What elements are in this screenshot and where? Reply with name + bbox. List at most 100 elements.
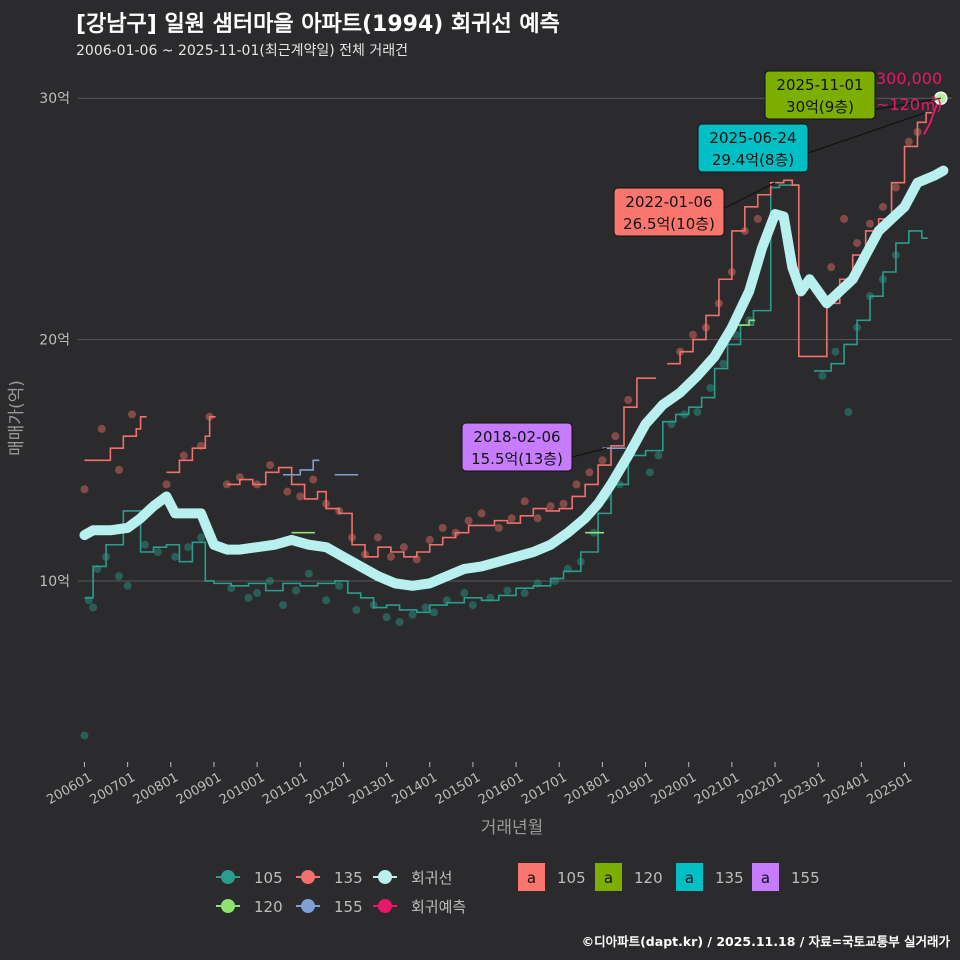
- scatter-point-135: [162, 480, 171, 489]
- scatter-point-135: [865, 219, 874, 228]
- scatter-point-105: [430, 608, 439, 617]
- x-tick-label: 201601: [476, 770, 526, 808]
- scatter-point-105: [279, 601, 288, 610]
- scatter-point-135: [266, 461, 275, 470]
- series-line-135b: [166, 416, 216, 474]
- scatter-point-105: [80, 731, 89, 740]
- legend-box-glyph: a: [604, 869, 613, 887]
- scatter-point-135: [283, 487, 292, 496]
- legend-box-label: 120: [634, 869, 663, 887]
- x-axis: 2006012007012008012009012010012011012012…: [44, 762, 915, 808]
- scatter-point-105: [706, 383, 715, 392]
- prediction-line: [923, 97, 940, 135]
- regression-line: [79, 165, 949, 591]
- legend-box-label: 155: [791, 869, 820, 887]
- scatter-point-135: [689, 330, 698, 339]
- scatter-point-135: [477, 509, 486, 518]
- legend-box-swatch: [518, 863, 545, 891]
- scatter-point-135: [546, 502, 555, 511]
- x-tick-label: 202001: [649, 770, 699, 808]
- chart-title: [강남구] 일원 샘터마을 아파트(1994) 회귀선 예측: [76, 12, 560, 37]
- prediction-price-label: 300,000: [876, 69, 942, 88]
- legend-key-point: [378, 870, 392, 884]
- scatter-point-105: [184, 543, 193, 552]
- x-tick-label: 201301: [347, 770, 397, 808]
- x-tick-label: 201401: [390, 770, 440, 808]
- x-tick-label: 200801: [131, 770, 181, 808]
- scatter-point-105: [421, 603, 430, 612]
- scatter-point-135: [373, 533, 382, 542]
- scatter-point-135: [438, 523, 447, 532]
- scatter-point-135: [533, 514, 542, 523]
- x-tick-label: 200701: [88, 770, 138, 808]
- annotation-box: [697, 123, 809, 173]
- x-tick-label: 202101: [692, 770, 742, 808]
- x-tick-label: 200601: [44, 770, 94, 808]
- scatter-point-105: [253, 589, 262, 598]
- annotation-date: 2022-01-06: [625, 193, 712, 211]
- x-tick-label: 201001: [217, 770, 267, 808]
- scatter-point-105: [153, 548, 162, 556]
- scatter-point-135: [127, 410, 136, 419]
- scatter-point-135: [97, 424, 106, 433]
- y-tick-label: 10억: [39, 574, 70, 590]
- scatter-point-105: [503, 586, 512, 595]
- scatter-point-105: [123, 581, 132, 590]
- legend-label: 135: [334, 869, 363, 887]
- scatter-point-135: [827, 263, 836, 272]
- scatter-point-105: [844, 408, 853, 416]
- chart-subtitle: 2006-01-06 ~ 2025-11-01(최근계약일) 전체 거래건: [76, 43, 408, 59]
- scatter-point-135: [904, 137, 913, 146]
- legend-label: 155: [334, 898, 363, 916]
- annotation-price: 15.5억(13층): [471, 450, 563, 468]
- scatter-point-105: [831, 347, 840, 356]
- scatter-point-105: [335, 581, 344, 590]
- legend-box-swatch: [595, 863, 622, 891]
- scatter-point-105: [460, 589, 469, 598]
- scatter-point-105: [352, 605, 361, 614]
- x-tick-label: 200901: [174, 770, 224, 808]
- x-tick-label: 201701: [519, 770, 569, 808]
- scatter-point-135: [891, 183, 900, 192]
- scatter-point-105: [818, 371, 827, 380]
- legend-key-point: [301, 870, 315, 884]
- annotation-date: 2025-06-24: [709, 129, 796, 147]
- scatter-point-135: [598, 456, 607, 465]
- x-tick-label: 202301: [778, 770, 828, 808]
- prediction-area-label: ~120㎡): [876, 95, 942, 114]
- scatter-point-135: [80, 485, 89, 494]
- scatter-point-105: [266, 576, 275, 585]
- scatter-point-135: [179, 451, 188, 460]
- y-axis-label: 매매가(억): [7, 380, 27, 456]
- legend-box-label: 105: [557, 869, 586, 887]
- scatter-point-135: [399, 543, 408, 552]
- annotation-price: 26.5억(10층): [623, 215, 715, 233]
- scatter-point-105: [291, 586, 300, 595]
- scatter-point-135: [520, 497, 529, 506]
- annotations: 2018-02-06 15.5억(13층) 2022-01-06 26.5억(10층)…: [461, 69, 948, 472]
- series-line-155: [283, 459, 320, 476]
- scatter-point-135: [494, 523, 503, 532]
- x-tick-label: 202501: [864, 770, 914, 808]
- grid: [78, 97, 952, 582]
- scatter-point-135: [853, 239, 862, 248]
- x-axis-label: 거래년월: [481, 818, 544, 838]
- scatter-point-135: [840, 214, 849, 223]
- x-tick-label: 201101: [260, 770, 310, 808]
- scatter-point-105: [304, 569, 313, 578]
- y-axis: 10억 20억 30억: [39, 91, 70, 590]
- annotation-price: 30억(9층): [786, 98, 854, 116]
- legend: 105 135 회귀선 120 155 회귀예측 a 105 a 120 a 135 a 155: [216, 863, 820, 916]
- legend-label: 회귀예측: [411, 898, 466, 916]
- x-tick-label: 202201: [735, 770, 785, 808]
- scatter-point-105: [244, 593, 253, 602]
- x-tick-label: 201901: [605, 770, 655, 808]
- series-line-105: [84, 184, 799, 614]
- scatter-point-135: [309, 475, 318, 484]
- scatter-point-135: [115, 465, 124, 474]
- x-tick-label: 201501: [433, 770, 483, 808]
- series-line-135d: [667, 111, 933, 365]
- legend-box-swatch: [676, 863, 703, 891]
- footer-credit: ©디아파트(dapt.kr) / 2025.11.18 / 자료=국토교통부 실…: [581, 934, 950, 949]
